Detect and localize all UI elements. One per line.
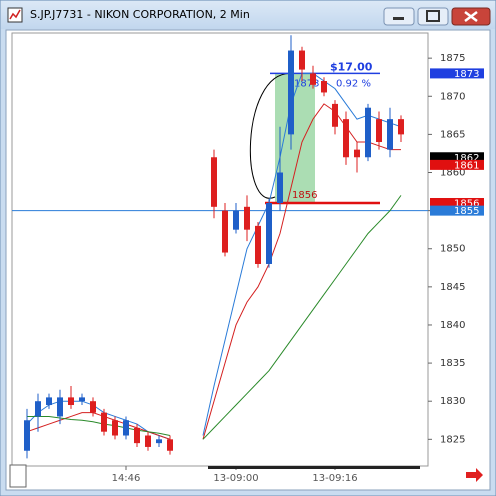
candle-body [134,427,140,444]
candle-body [123,420,129,436]
price-tag [430,68,484,79]
candle-body [145,435,151,447]
candle-body [387,119,393,150]
candle-body [68,397,74,406]
price-tag-label: 1861 [454,160,479,171]
candle-body [398,119,404,135]
candle-body [46,397,52,406]
candle-body [299,50,305,70]
window-title: S.JP.J7731 - NIKON CORPORATION, 2 Min [30,8,250,21]
candle-body [101,412,107,432]
candle-body [288,50,294,135]
minimize-button[interactable] [383,7,415,26]
maximize-icon [426,10,440,22]
candle-body [79,397,85,402]
candle-body [244,206,250,230]
candle-body [35,401,41,417]
x-tick-label: 13-09:16 [312,473,357,484]
annotation-percent: 0.92 % [336,78,371,89]
candle-body [211,157,217,207]
scroll-arrow[interactable] [466,468,483,482]
candle-body [266,202,272,264]
start-label: 1856 [292,190,317,201]
price-tag-label: 1855 [454,206,479,217]
candle-body [57,397,63,417]
candle-body [365,107,371,158]
y-tick-label: 1825 [440,434,465,445]
minimize-icon [393,17,404,20]
candle-body [24,420,30,451]
y-tick-label: 1865 [440,129,465,140]
candle-body [343,119,349,158]
annotation-curve [249,72,291,199]
annotation-level: 1873 [294,78,319,89]
session-bar [208,466,420,469]
price-tag-label: 1862 [454,153,479,164]
y-tick-label: 1875 [440,53,465,64]
candle-body [354,149,360,158]
candle-body [222,210,228,253]
price-tag [430,205,484,216]
y-tick-label: 1835 [440,358,465,369]
x-tick-label: 14:46 [112,473,141,484]
price-tag [430,159,484,170]
app-icon-graph [9,9,21,20]
y-tick-label: 1830 [440,396,465,407]
price-tag-label: 1856 [454,198,479,209]
annotation-amount: $17.00 [330,60,373,73]
candle-body [310,73,316,85]
moving-average [27,195,402,440]
candle-body [332,103,338,127]
plot-area [11,32,429,467]
candle-body [277,172,283,203]
candle-body [376,119,382,143]
close-icon [464,11,478,22]
candle-body [156,439,162,444]
price-tag [430,152,484,163]
x-tick-label: 13-09:00 [213,473,258,484]
maximize-button[interactable] [417,7,449,26]
y-tick-label: 1870 [440,91,465,102]
candle-body [233,210,239,230]
y-tick-label: 1850 [440,244,465,255]
price-tag [430,197,484,208]
price-tag-label: 1873 [454,69,479,80]
candle-body [321,81,327,93]
candle-body [90,401,96,413]
scroll-box[interactable] [9,464,27,488]
y-tick-label: 1845 [440,282,465,293]
candle-body [255,225,261,264]
candle-body [112,420,118,436]
y-tick-label: 1860 [440,168,465,179]
y-tick-label: 1840 [440,320,465,331]
candle-body [167,439,173,451]
